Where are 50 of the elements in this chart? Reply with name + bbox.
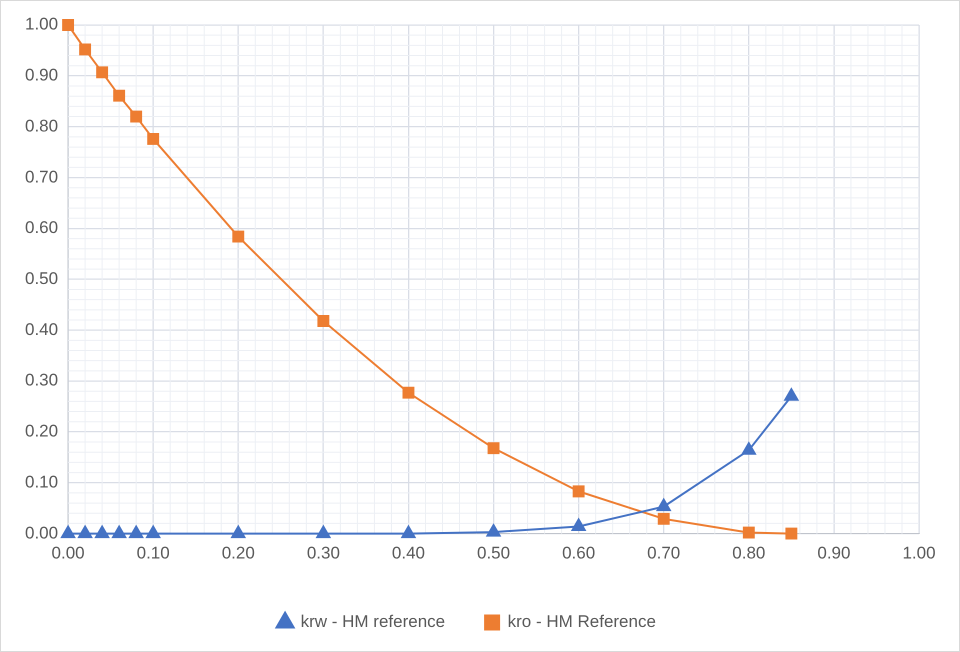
y-tick-label: 0.70 [24,167,58,186]
point [62,19,74,31]
point [402,386,414,399]
point [147,132,160,145]
point [78,526,92,538]
point [146,526,160,538]
y-tick-label: 0.40 [24,320,58,339]
point [784,388,798,401]
point [316,526,330,538]
point [130,110,142,122]
y-tick-label: 0.20 [24,422,58,441]
point [401,526,416,538]
y-tick-label: 0.80 [24,116,58,136]
point [112,526,126,538]
point [231,526,246,538]
point [113,90,126,102]
x-tick-label: 0.00 [52,543,85,562]
x-tick-label: 0.20 [222,543,255,562]
point [742,442,756,455]
y-tick-label: 0.10 [24,472,58,492]
point [61,526,76,538]
point [232,230,244,243]
x-tick-label: 0.40 [392,543,425,562]
point [658,512,670,525]
point [317,315,330,327]
point [129,526,144,538]
x-tick-label: 0.90 [817,543,850,562]
x-tick-label: 0.10 [136,543,170,562]
y-tick-label: 1.00 [24,14,58,34]
x-tick-label: 0.50 [476,543,510,562]
point [488,442,500,454]
y-tick-label: 0.00 [24,523,58,542]
y-tick-label: 0.50 [24,268,58,288]
x-tick-label: 0.30 [306,543,340,562]
x-tick-label: 0.70 [647,543,680,562]
point [79,43,92,56]
point [486,524,501,537]
point [96,66,108,78]
legend-label: krw - HM reference [300,612,446,632]
x-tick-label: 0.60 [562,543,596,562]
legend-label: kro - HM Reference [508,612,656,632]
point [656,498,671,512]
y-tick-label: 0.60 [24,218,58,238]
y-tick-label: 0.30 [24,370,58,390]
point [572,518,586,531]
y-tick-label: 0.90 [24,66,58,85]
point [95,526,110,538]
x-tick-label: 0.80 [732,543,766,562]
point [572,485,585,498]
x-tick-label: 1.00 [902,543,936,562]
